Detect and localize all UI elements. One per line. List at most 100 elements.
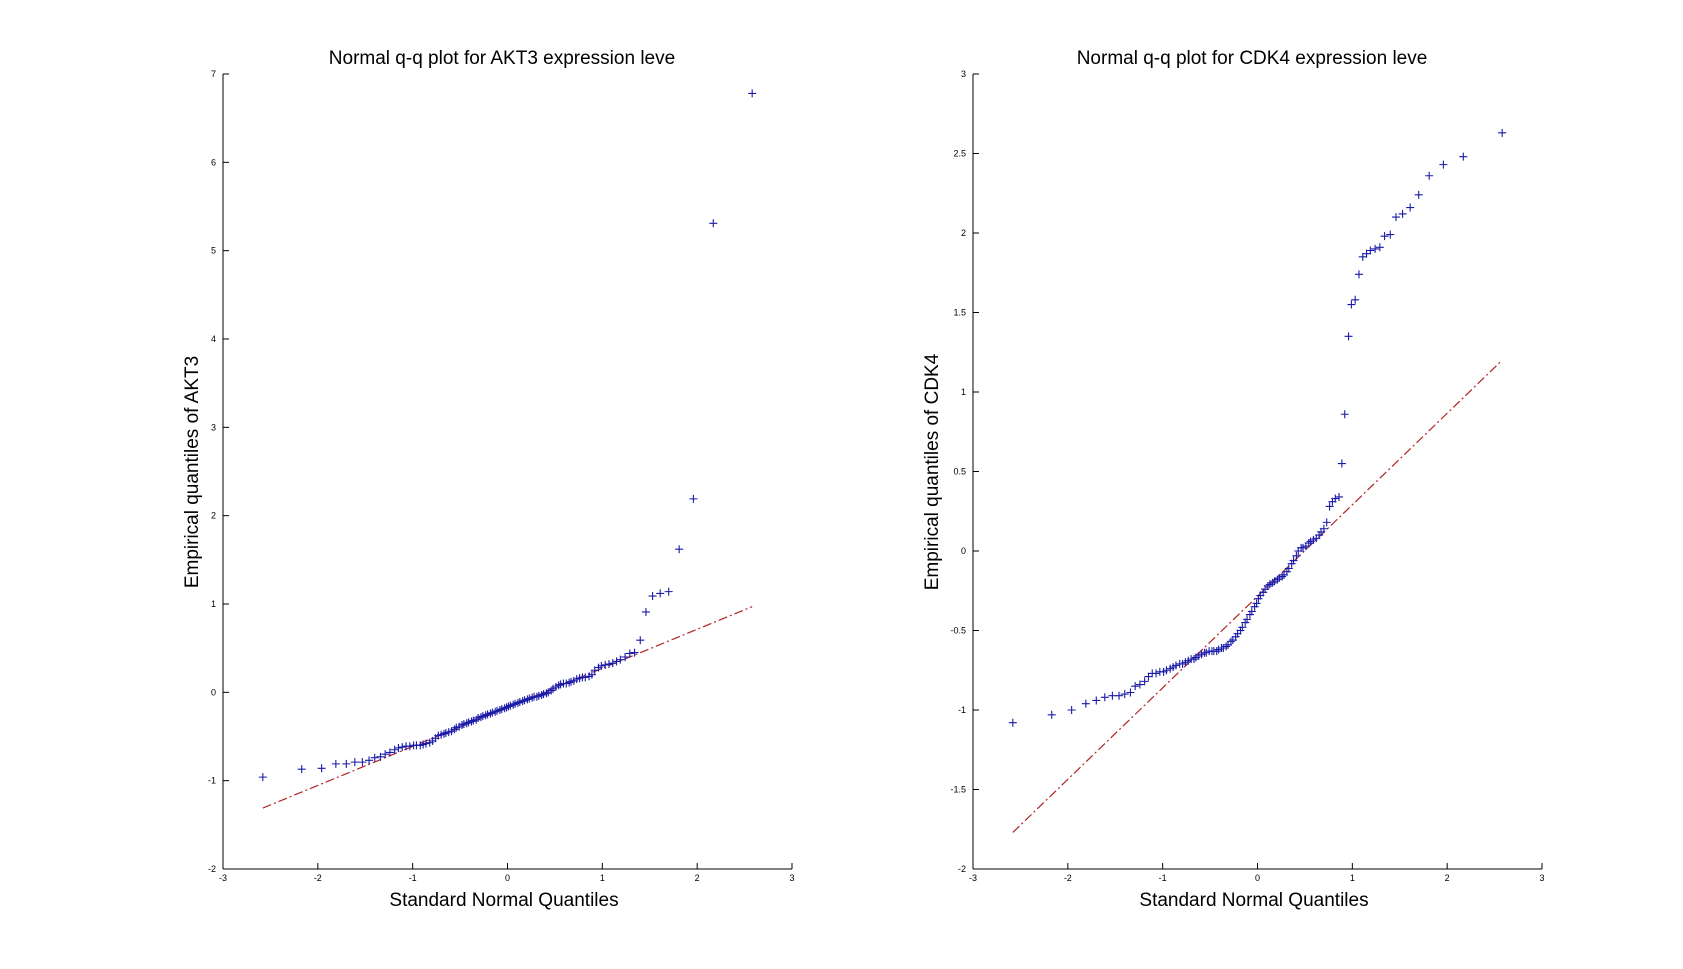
- data-point: [689, 494, 698, 503]
- data-point: [1100, 693, 1109, 702]
- data-points: [1008, 128, 1507, 727]
- data-point: [1344, 332, 1353, 341]
- data-point: [472, 715, 481, 724]
- data-point: [1092, 696, 1101, 705]
- data-point: [1391, 213, 1400, 222]
- data-point: [1081, 699, 1090, 708]
- y-tick-label: 1.5: [953, 308, 966, 318]
- data-point: [621, 653, 630, 661]
- data-point: [1171, 661, 1180, 670]
- data-point: [675, 545, 684, 554]
- x-tick-label: 1: [600, 873, 605, 883]
- y-tick-label: 1: [961, 387, 966, 397]
- data-point: [398, 743, 407, 752]
- y-tick-label: 5: [211, 246, 216, 256]
- data-point: [1268, 578, 1277, 587]
- y-tick-label: 0: [961, 546, 966, 556]
- data-point: [1126, 688, 1135, 697]
- data-point: [601, 660, 610, 669]
- data-point: [370, 753, 379, 762]
- y-tick-label: 0.5: [953, 467, 966, 477]
- data-point: [1375, 243, 1384, 252]
- data-point: [1406, 203, 1415, 212]
- data-point: [1284, 564, 1293, 573]
- data-point: [616, 655, 625, 664]
- x-tick-label: 1: [1350, 873, 1355, 883]
- data-point: [258, 773, 267, 782]
- data-point: [1131, 682, 1140, 691]
- y-tick-label: 3: [211, 422, 216, 432]
- data-point: [405, 742, 414, 751]
- data-point: [504, 702, 513, 711]
- data-point: [532, 692, 541, 701]
- plot-title: Normal q-q plot for AKT3 expression leve: [329, 48, 675, 69]
- data-point: [1319, 524, 1328, 533]
- y-ticks: -2 -1.5 -1 -0.5 0 0.5 1 1.5 2 2.5 3: [950, 69, 979, 874]
- data-point: [1335, 492, 1344, 501]
- data-point: [1238, 623, 1247, 632]
- data-point: [1120, 690, 1129, 699]
- data-point: [537, 690, 546, 699]
- data-point: [542, 689, 551, 698]
- data-point: [1252, 599, 1261, 608]
- y-tick-label: 0: [211, 687, 216, 697]
- data-point: [513, 698, 522, 707]
- data-point: [630, 648, 639, 657]
- data-point: [1273, 575, 1282, 584]
- data-point: [450, 725, 459, 734]
- data-point: [376, 752, 385, 761]
- data-point: [625, 649, 634, 658]
- data-point: [1140, 677, 1149, 686]
- data-point: [1304, 539, 1313, 548]
- data-point: [1354, 270, 1363, 279]
- data-point: [394, 743, 403, 752]
- data-point: [1189, 655, 1198, 664]
- data-point: [1278, 572, 1287, 581]
- data-point: [1398, 209, 1407, 218]
- data-point: [1371, 244, 1380, 253]
- data-point: [509, 700, 518, 709]
- data-point: [1331, 494, 1340, 503]
- data-point: [1337, 459, 1346, 468]
- data-point: [597, 661, 606, 670]
- data-point: [581, 673, 590, 682]
- data-point: [1347, 300, 1356, 309]
- data-point: [385, 748, 394, 757]
- qq-plot-cdk4: Normal q-q plot for CDK4 expression leve…: [922, 48, 1545, 911]
- x-axis-label: Standard Normal Quantiles: [389, 890, 618, 911]
- data-point: [358, 758, 367, 767]
- data-point: [547, 686, 556, 695]
- data-point: [523, 695, 532, 704]
- data-point: [608, 659, 617, 668]
- data-point: [457, 721, 466, 730]
- x-tick-label: 0: [505, 873, 510, 883]
- y-tick-label: 2: [211, 511, 216, 521]
- x-ticks: -3 -2 -1 0 1 2 3: [219, 863, 795, 883]
- data-point: [1380, 232, 1389, 241]
- data-point: [1162, 666, 1171, 675]
- data-point: [491, 707, 500, 716]
- data-point: [462, 719, 471, 728]
- x-tick-label: -1: [1159, 873, 1167, 883]
- x-tick-label: -3: [969, 873, 977, 883]
- data-point: [331, 759, 340, 768]
- data-point: [500, 704, 509, 713]
- data-point: [342, 759, 351, 768]
- x-tick-label: -3: [219, 873, 227, 883]
- y-tick-label: -1: [958, 705, 966, 715]
- data-point: [612, 657, 621, 666]
- data-point: [1247, 607, 1256, 616]
- data-point: [350, 758, 359, 767]
- y-tick-label: -1.5: [950, 785, 966, 795]
- y-tick-label: 7: [211, 69, 216, 79]
- x-tick-label: 3: [789, 873, 794, 883]
- y-tick-label: -1: [208, 776, 216, 786]
- data-point: [1212, 647, 1221, 656]
- data-point: [1325, 502, 1334, 511]
- x-tick-label: 2: [695, 873, 700, 883]
- data-point: [390, 745, 399, 754]
- data-point: [709, 219, 718, 228]
- data-point: [648, 592, 657, 601]
- data-point: [641, 607, 650, 616]
